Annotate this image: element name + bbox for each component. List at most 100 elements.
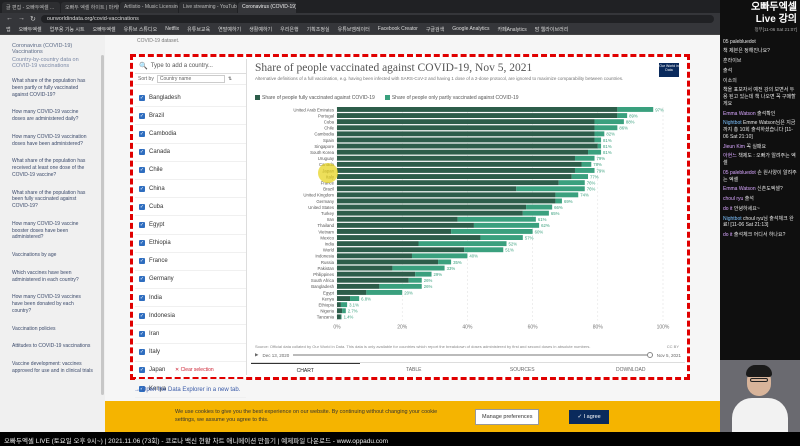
bookmark-item[interactable]: 맘 웹라이브러리 bbox=[534, 26, 569, 33]
country-row[interactable]: ✓ China bbox=[135, 180, 246, 199]
bar-partly-vaccinated[interactable] bbox=[379, 283, 422, 289]
nav-section-sub[interactable]: Country-by-country data on COVID-19 vacc… bbox=[12, 57, 79, 69]
bar-fully-vaccinated[interactable] bbox=[337, 277, 409, 283]
nav-question-link[interactable]: Vaccination policies bbox=[12, 325, 56, 332]
bar-fully-vaccinated[interactable] bbox=[337, 229, 452, 234]
bar-partly-vaccinated[interactable] bbox=[555, 192, 579, 198]
bookmark-item[interactable]: 업무용 기능 시트 bbox=[49, 26, 85, 33]
bar-fully-vaccinated[interactable] bbox=[337, 125, 595, 131]
bookmark-item[interactable]: 생활예하기 bbox=[249, 26, 273, 33]
bookmark-item[interactable]: 우리은행 bbox=[280, 26, 299, 33]
bar-partly-vaccinated[interactable] bbox=[574, 155, 595, 161]
checkbox-checked-icon[interactable]: ✓ bbox=[139, 276, 145, 283]
country-row[interactable]: ✓ Germany bbox=[135, 271, 246, 290]
bar-fully-vaccinated[interactable] bbox=[337, 302, 341, 308]
bookmark-item[interactable]: 연말예하기 bbox=[218, 26, 242, 33]
nav-scrollbar[interactable] bbox=[101, 55, 104, 395]
bar-partly-vaccinated[interactable] bbox=[588, 149, 602, 155]
bar-partly-vaccinated[interactable] bbox=[438, 259, 452, 265]
bar-partly-vaccinated[interactable] bbox=[350, 296, 360, 301]
nav-question-link[interactable]: Which vaccines have been administered in… bbox=[12, 269, 79, 283]
reload-icon[interactable]: ↻ bbox=[30, 15, 36, 23]
clear-selection-button[interactable]: ✕ Clear selection bbox=[175, 367, 214, 373]
bar-fully-vaccinated[interactable] bbox=[337, 168, 575, 173]
country-row[interactable]: ✓ Cuba bbox=[135, 198, 246, 217]
nav-question-link[interactable]: Vaccinations by age bbox=[12, 252, 57, 258]
nav-question-link[interactable]: What share of the population has receive… bbox=[12, 158, 86, 178]
bar-partly-vaccinated[interactable] bbox=[597, 143, 602, 149]
data-explorer-link[interactable]: → Open the Data Explorer in a new tab. bbox=[134, 387, 241, 393]
country-row[interactable]: ✓ Iran bbox=[135, 325, 246, 344]
checkbox-checked-icon[interactable]: ✓ bbox=[139, 203, 145, 210]
bar-fully-vaccinated[interactable] bbox=[337, 314, 341, 320]
bar-fully-vaccinated[interactable] bbox=[337, 271, 416, 277]
bar-fully-vaccinated[interactable] bbox=[337, 161, 582, 167]
chat-author[interactable]: Emma Watson bbox=[723, 186, 756, 193]
browser-tab[interactable]: 글 편집 - 오빠두엑셀 ... bbox=[2, 2, 60, 13]
bar-fully-vaccinated[interactable] bbox=[337, 253, 412, 259]
nav-question-link[interactable]: What share of the population has been pa… bbox=[12, 78, 86, 98]
play-icon[interactable]: ▶ bbox=[255, 352, 259, 357]
bar-fully-vaccinated[interactable] bbox=[337, 290, 367, 295]
nav-question-link[interactable]: What share of the population has been fu… bbox=[12, 189, 86, 210]
country-row[interactable]: ✓ Cambodia bbox=[135, 125, 246, 144]
bar-fully-vaccinated[interactable] bbox=[337, 235, 481, 240]
agree-button[interactable]: ✓ I agree bbox=[569, 409, 609, 424]
bar-partly-vaccinated[interactable] bbox=[464, 247, 504, 253]
country-row[interactable]: ✓ Indonesia bbox=[135, 307, 246, 326]
bar-fully-vaccinated[interactable] bbox=[337, 131, 595, 137]
bar-partly-vaccinated[interactable] bbox=[408, 277, 422, 283]
bar-partly-vaccinated[interactable] bbox=[617, 113, 628, 118]
country-row[interactable]: ✓ Italy bbox=[135, 344, 246, 362]
bar-fully-vaccinated[interactable] bbox=[337, 204, 527, 210]
browser-tab-active[interactable]: Coronavirus (COVID-19) Vaccin bbox=[238, 2, 296, 13]
browser-tab[interactable]: Artlistio - Music Licensing For bbox=[120, 2, 178, 13]
bar-partly-vaccinated[interactable] bbox=[473, 222, 540, 228]
bar-partly-vaccinated[interactable] bbox=[617, 107, 654, 112]
bar-fully-vaccinated[interactable] bbox=[337, 241, 419, 247]
bookmark-item[interactable]: 앱 bbox=[6, 26, 11, 33]
sort-direction-icon[interactable]: ⇅ bbox=[227, 76, 233, 82]
checkbox-checked-icon[interactable]: ✓ bbox=[139, 367, 145, 374]
chat-author[interactable]: 아현느 bbox=[723, 153, 737, 160]
bar-partly-vaccinated[interactable] bbox=[555, 198, 562, 204]
browser-tab[interactable]: 오빠두 엑셀 하이트 | 마케팅 bbox=[61, 2, 119, 13]
owid-logo[interactable]: Our World in Data bbox=[659, 63, 679, 77]
bar-partly-vaccinated[interactable] bbox=[480, 235, 523, 240]
bar-fully-vaccinated[interactable] bbox=[337, 265, 393, 271]
bookmark-item[interactable]: Google Analytics bbox=[452, 26, 490, 32]
sort-select[interactable]: Country name bbox=[156, 75, 225, 83]
bar-fully-vaccinated[interactable] bbox=[337, 149, 589, 155]
bar-partly-vaccinated[interactable] bbox=[594, 125, 618, 131]
back-icon[interactable]: ← bbox=[6, 15, 13, 22]
nav-question-link[interactable]: How many COVID-19 vaccines have been don… bbox=[12, 294, 81, 314]
country-row[interactable]: ✓ France bbox=[135, 253, 246, 271]
legend-item-partly[interactable]: Share of people only partly vaccinated a… bbox=[384, 95, 519, 101]
checkbox-checked-icon[interactable]: ✓ bbox=[139, 94, 145, 101]
nav-section-title[interactable]: Coronavirus (COVID-19) Vaccinations bbox=[12, 43, 73, 55]
chat-author[interactable]: 05 palebluedot bbox=[723, 169, 756, 176]
bar-fully-vaccinated[interactable] bbox=[337, 192, 556, 198]
checkbox-checked-icon[interactable]: ✓ bbox=[139, 112, 145, 119]
checkbox-checked-icon[interactable]: ✓ bbox=[139, 312, 145, 319]
bar-partly-vaccinated[interactable] bbox=[558, 180, 585, 186]
chat-author[interactable]: do it bbox=[723, 232, 733, 238]
bar-partly-vaccinated[interactable] bbox=[571, 174, 589, 179]
timeline-track[interactable] bbox=[293, 352, 653, 358]
chat-author[interactable]: Nightbot bbox=[723, 215, 742, 222]
bar-partly-vaccinated[interactable] bbox=[342, 308, 346, 314]
bookmark-item[interactable]: 기획조정실 bbox=[306, 26, 330, 33]
timeline-handle[interactable] bbox=[646, 352, 653, 358]
checkbox-checked-icon[interactable]: ✓ bbox=[139, 221, 145, 228]
checkbox-checked-icon[interactable]: ✓ bbox=[139, 331, 145, 338]
country-row[interactable]: ✓ India bbox=[135, 289, 246, 308]
checkbox-checked-icon[interactable]: ✓ bbox=[139, 258, 145, 265]
bar-fully-vaccinated[interactable] bbox=[337, 113, 618, 118]
checkbox-checked-icon[interactable]: ✓ bbox=[139, 240, 145, 247]
bar-fully-vaccinated[interactable] bbox=[337, 180, 559, 186]
bar-fully-vaccinated[interactable] bbox=[337, 259, 439, 265]
checkbox-checked-icon[interactable]: ✓ bbox=[139, 185, 145, 192]
chat-author[interactable]: choul ryu bbox=[723, 196, 744, 202]
country-row[interactable]: ✓ Chile bbox=[135, 162, 246, 180]
bookmark-item[interactable]: Facebook Creator bbox=[377, 26, 418, 32]
